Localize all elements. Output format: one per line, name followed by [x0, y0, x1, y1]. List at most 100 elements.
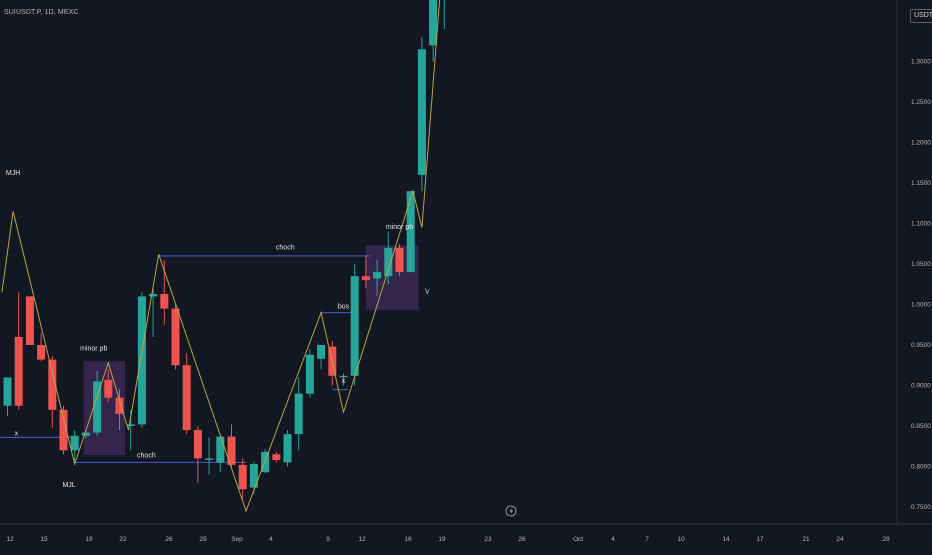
lightning-glyph — [509, 507, 513, 515]
time-tick-label: 24 — [836, 536, 844, 543]
time-tick-label: 14 — [722, 536, 730, 543]
time-tick-label: 12 — [6, 536, 14, 543]
candle — [193, 426, 202, 483]
price-tick-label: 0.7500 — [911, 504, 931, 511]
candle-body — [3, 377, 12, 406]
candle — [417, 37, 426, 192]
candle-body — [171, 308, 180, 366]
candle — [294, 377, 303, 451]
candle-body — [115, 397, 124, 414]
candle — [48, 356, 57, 428]
time-axis: 12 15 19 22 26 29 Sep 4 9 12 16 19 23 26 Oct 4 7 10 14 17 21… — [0, 523, 932, 543]
candle-body — [249, 464, 258, 488]
candle-body — [361, 276, 370, 281]
currency-button[interactable]: USDT — [910, 9, 932, 23]
candle-body — [395, 247, 404, 273]
candle — [3, 377, 12, 417]
candle-body — [193, 430, 202, 459]
annotation-label: x — [342, 378, 346, 385]
time-tick-label: 4 — [611, 536, 615, 543]
price-tick-label: 0.9000 — [911, 383, 931, 390]
candle — [350, 264, 359, 386]
candle-body — [70, 435, 79, 451]
price-tick-label: 0.9500 — [911, 342, 931, 349]
candle — [205, 437, 214, 475]
candle — [238, 458, 247, 499]
candle-body — [48, 359, 57, 410]
price-tick-label: 1.3000 — [911, 59, 931, 66]
candle — [171, 304, 180, 370]
candle — [283, 430, 292, 467]
price-tick-label: 1.2000 — [911, 140, 931, 147]
candle — [406, 191, 415, 273]
time-tick-label: 15 — [40, 536, 48, 543]
candle — [37, 332, 46, 362]
candle-body — [305, 354, 314, 394]
candle — [182, 353, 191, 435]
price-tick-label: 1.0000 — [911, 302, 931, 309]
candles — [3, 0, 445, 499]
candle-body — [137, 296, 146, 425]
symbol-title: SUIUSDT.P, 1D, MEXC — [4, 9, 79, 16]
time-tick-label: 4 — [269, 536, 273, 543]
time-tick-label: Oct — [573, 536, 583, 543]
time-tick-label: 29 — [199, 536, 207, 543]
candle-body — [149, 293, 158, 297]
candle — [317, 345, 326, 370]
candle — [70, 430, 79, 461]
time-tick-label: 7 — [645, 536, 649, 543]
lightning-icon — [505, 505, 517, 517]
candle-body — [350, 276, 359, 376]
candle-body — [205, 458, 214, 460]
candle-body — [14, 336, 23, 406]
candle — [249, 461, 258, 495]
price-tick-label: 1.2500 — [911, 99, 931, 106]
price-tick-label: 0.8500 — [911, 423, 931, 430]
candle-body — [126, 424, 135, 426]
candle — [104, 369, 113, 402]
price-tick-label: 1.1500 — [911, 180, 931, 187]
candle — [227, 424, 236, 467]
candle — [384, 231, 393, 285]
candle — [339, 373, 348, 386]
candle-body — [283, 434, 292, 463]
annotation-label: choch — [137, 453, 156, 460]
candle-body — [417, 49, 426, 175]
candle — [149, 288, 158, 337]
price-tick-label: 0.8000 — [911, 464, 931, 471]
candle-body — [317, 345, 326, 359]
candle — [429, 0, 438, 62]
candle-body — [104, 379, 113, 398]
time-tick-label: 12 — [358, 536, 366, 543]
candle — [361, 255, 370, 289]
time-tick-label: 10 — [677, 536, 685, 543]
candle-body — [272, 454, 281, 461]
annotation-label: minor pb — [386, 224, 413, 231]
candle — [443, 0, 445, 30]
candle — [115, 389, 124, 431]
annotation-label: x — [15, 431, 19, 438]
candle-body — [238, 464, 247, 490]
time-tick-label: 22 — [119, 536, 127, 543]
time-tick-label: 21 — [802, 536, 810, 543]
annotation-label: minor pb — [80, 346, 107, 353]
time-tick-label: 19 — [85, 536, 93, 543]
candle-body — [384, 247, 393, 277]
candle-body — [373, 272, 382, 279]
annotation-label: MJH — [6, 170, 20, 177]
time-tick-label: Sep — [231, 536, 243, 543]
candle-body — [25, 296, 34, 345]
candle-body — [227, 436, 236, 465]
time-tick-label: 26 — [518, 536, 526, 543]
candle-body — [81, 432, 90, 436]
candle — [25, 296, 34, 345]
time-tick-label: 9 — [326, 536, 330, 543]
structure-lines — [0, 255, 371, 464]
annotation-label: MJL — [62, 482, 75, 489]
annotation-label: choch — [276, 244, 295, 251]
arrow-icon — [424, 288, 430, 295]
candle — [305, 349, 314, 398]
candle-body — [339, 375, 348, 378]
